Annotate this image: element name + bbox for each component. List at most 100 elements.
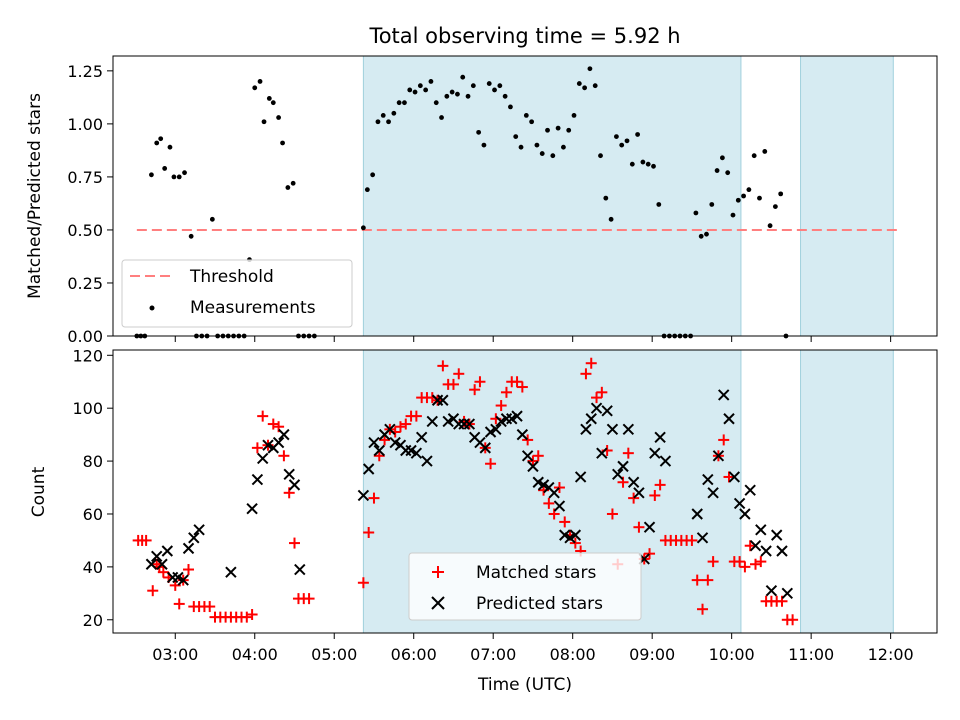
top-y-axis-label: Matched/Predicted stars — [25, 93, 45, 299]
bottom-legend: Matched stars Predicted stars — [408, 552, 642, 621]
predicted-star-point — [770, 529, 783, 541]
predicted-star-point — [601, 405, 613, 417]
bottom-x-tick-label: 08:00 — [550, 645, 596, 664]
matched-star-point — [400, 418, 412, 430]
measurement-point — [534, 142, 540, 148]
measurement-point — [614, 134, 619, 140]
measurement-point — [433, 100, 439, 106]
measurement-point — [603, 195, 609, 201]
matched-star-point — [702, 574, 714, 586]
bottom-plot-frame — [112, 349, 938, 634]
matched-star-point — [485, 458, 497, 470]
predicted-star-point — [357, 489, 370, 502]
measurement-point — [709, 202, 715, 207]
measurement-point — [587, 66, 593, 72]
measurement-point — [428, 79, 434, 84]
predicted-star-point — [596, 447, 608, 459]
measurement-point — [566, 127, 572, 133]
predicted-star-point — [612, 468, 624, 481]
matched-star-point — [516, 381, 528, 393]
figure-title: Total observing time = 5.92 h — [368, 24, 680, 48]
matched-star-point — [437, 360, 449, 372]
predicted-star-point — [362, 463, 375, 475]
matched-star-point — [734, 556, 746, 568]
predicted-star-point — [283, 468, 295, 481]
matched-star-point — [303, 593, 315, 605]
measurement-point — [149, 172, 154, 178]
predicted-star-point — [288, 479, 301, 491]
bottom-x-axis-ticks: 03:00 04:00 05:00 06:00 07:00 08:00 09:00 10:00… — [152, 633, 914, 664]
predicted-star-point — [511, 410, 523, 422]
legend-measurements-label: Measurements — [190, 298, 316, 318]
predicted-star-point — [188, 532, 200, 544]
measurement-point — [497, 83, 503, 89]
measurement-point — [252, 85, 258, 91]
predicted-star-point — [415, 431, 428, 443]
measurement-point — [725, 170, 731, 176]
predicted-star-point — [643, 521, 656, 533]
measurement-point — [470, 83, 476, 89]
bottom-x-tick-label: 06:00 — [391, 645, 437, 664]
measurement-point — [455, 91, 460, 97]
bottom-y-tick-label: 40 — [83, 558, 103, 577]
measurement-point — [261, 119, 267, 125]
legend-predicted-swatch — [431, 596, 445, 610]
predicted-star-point — [368, 436, 380, 449]
measurement-point — [396, 100, 402, 106]
predicted-star-point — [384, 423, 396, 436]
measurement-point — [635, 132, 641, 137]
predicted-star-point — [723, 413, 735, 425]
measurement-point — [778, 191, 784, 197]
legend-threshold-label: Threshold — [189, 267, 274, 287]
measurement-point — [523, 112, 529, 118]
predicted-star-point — [272, 436, 285, 449]
matched-star-point — [649, 489, 661, 501]
measurement-point — [629, 161, 635, 167]
measurement-point — [380, 112, 386, 118]
matched-star-point — [246, 608, 258, 620]
measurement-point — [772, 204, 778, 210]
bottom-legend-box — [408, 552, 642, 621]
predicted-star-point — [580, 423, 592, 436]
measurement-point — [767, 223, 773, 229]
matched-star-point — [453, 368, 465, 380]
matched-star-point — [686, 534, 698, 546]
predicted-star-point — [463, 418, 476, 430]
predicted-star-point — [728, 471, 741, 483]
measurement-point — [619, 142, 625, 148]
measurement-point — [698, 233, 704, 239]
bottom-y-axis-ticks: 20 40 60 80 100 120 — [72, 346, 113, 630]
measurement-point — [751, 153, 757, 159]
predicted-star-point — [151, 550, 163, 563]
matched-star-point — [585, 357, 597, 369]
top-y-tick-label: 1.00 — [67, 115, 103, 134]
measurement-point — [375, 119, 381, 125]
matched-star-point — [532, 450, 544, 462]
top-legend-box — [121, 259, 353, 328]
predicted-star-point — [633, 487, 645, 499]
predicted-star-point — [654, 431, 666, 443]
predicted-star-point — [490, 423, 502, 436]
predicted-star-point — [569, 529, 582, 541]
measurement-point — [624, 138, 630, 144]
measurement-point — [423, 87, 429, 93]
matched-star-point — [500, 386, 512, 398]
measurement-point — [582, 85, 588, 91]
top-y-tick-label: 0.25 — [67, 274, 103, 293]
predicted-star-point — [182, 542, 195, 555]
measurement-point — [285, 185, 291, 190]
measurement-point — [364, 187, 370, 193]
matched-star-point — [691, 574, 703, 586]
bottom-x-tick-label: 04:00 — [232, 645, 278, 664]
predicted-star-point — [760, 545, 772, 557]
predicted-star-point — [749, 540, 762, 552]
measurement-point — [502, 93, 508, 99]
measurement-point — [407, 87, 413, 93]
measurement-point — [370, 172, 376, 178]
top-y-tick-label: 0.00 — [67, 327, 103, 346]
predicted-star-point — [702, 473, 714, 486]
predicted-star-point — [421, 455, 433, 467]
matched-star-point — [469, 384, 481, 396]
bottom-y-axis-label: Count — [29, 466, 49, 517]
